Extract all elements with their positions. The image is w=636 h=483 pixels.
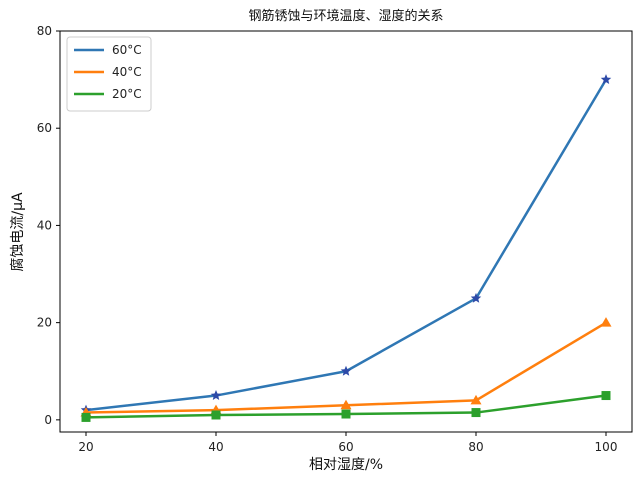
legend: 60°C 40°C 20°C (66, 36, 152, 112)
x-tick-label: 80 (468, 440, 483, 454)
data-point (471, 408, 481, 418)
y-axis: 0 20 40 60 80 (37, 24, 60, 427)
legend-label: 40°C (112, 65, 142, 79)
series (80, 74, 612, 415)
y-tick-label: 60 (37, 121, 52, 135)
x-axis-label: 相对湿度/% (309, 457, 383, 473)
data-point (601, 391, 611, 401)
y-axis-label: 腐蚀电流/μA (9, 192, 26, 272)
data-point (470, 292, 482, 303)
series-layer (80, 74, 612, 422)
data-point (600, 317, 612, 327)
y-tick-label: 40 (37, 218, 52, 232)
data-point (210, 390, 222, 400)
y-tick-label: 20 (37, 316, 52, 330)
y-tick-label: 80 (37, 24, 52, 38)
x-tick-label: 40 (208, 440, 223, 454)
data-point (600, 74, 612, 85)
data-point (341, 409, 351, 419)
legend-label: 60°C (112, 43, 142, 57)
y-tick-label: 0 (44, 413, 52, 427)
x-tick-label: 60 (338, 440, 353, 454)
series-line (85, 78, 608, 412)
legend-box (66, 36, 152, 112)
x-tick-label: 20 (78, 440, 93, 454)
chart-title: 钢筋锈蚀与环境温度、湿度的关系 (248, 8, 443, 24)
data-point (340, 365, 352, 376)
x-axis: 20 40 60 80 100 (78, 432, 617, 454)
x-tick-label: 100 (595, 440, 618, 454)
data-point (81, 412, 91, 422)
data-point (340, 399, 352, 410)
series (81, 391, 611, 422)
data-point (470, 394, 482, 405)
data-point (211, 410, 221, 420)
legend-label: 20°C (112, 87, 142, 101)
